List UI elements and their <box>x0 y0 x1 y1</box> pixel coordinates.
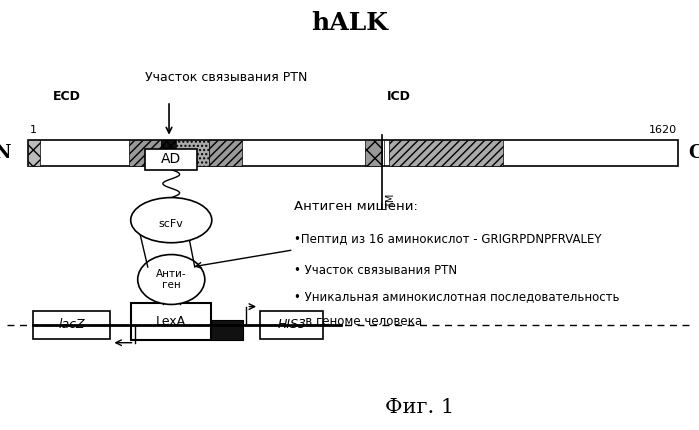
Text: ICD: ICD <box>387 90 410 103</box>
Text: HIS3: HIS3 <box>278 318 306 331</box>
Text: • Участок связывания PTN: • Участок связывания PTN <box>294 264 456 276</box>
Text: TM: TM <box>386 194 396 208</box>
Text: lacZ: lacZ <box>58 318 85 331</box>
Text: LexA: LexA <box>156 315 187 328</box>
Ellipse shape <box>131 198 212 243</box>
Text: C: C <box>689 144 699 162</box>
Text: hALK: hALK <box>311 11 388 35</box>
Bar <box>129 140 161 166</box>
Text: Фиг. 1: Фиг. 1 <box>384 398 454 417</box>
Bar <box>176 140 209 166</box>
Text: •Пептид из 16 аминокислот - GRIGRPDNPFRVALEY: •Пептид из 16 аминокислот - GRIGRPDNPFRV… <box>294 232 601 245</box>
Bar <box>209 140 243 166</box>
Text: • Уникальная аминокислотная последовательность: • Уникальная аминокислотная последовател… <box>294 290 619 303</box>
Bar <box>34 310 110 339</box>
Bar <box>145 149 197 170</box>
Bar <box>131 303 211 340</box>
Text: Анти-
ген: Анти- ген <box>156 269 187 290</box>
Bar <box>211 319 243 340</box>
Text: Антиген мишени:: Антиген мишени: <box>294 200 417 213</box>
Text: N: N <box>0 144 10 162</box>
Bar <box>28 140 678 166</box>
Bar <box>389 140 503 166</box>
Ellipse shape <box>138 255 205 304</box>
Bar <box>260 310 323 339</box>
Bar <box>365 140 382 166</box>
Bar <box>161 140 176 166</box>
Bar <box>28 140 40 166</box>
Text: в геноме человека: в геноме человека <box>294 315 421 328</box>
Text: Участок связывания PTN: Участок связывания PTN <box>145 71 308 84</box>
Text: AD: AD <box>161 152 181 166</box>
Text: 1: 1 <box>29 126 36 135</box>
Text: scFv: scFv <box>159 219 184 230</box>
Text: ECD: ECD <box>53 90 81 103</box>
Text: 1620: 1620 <box>649 126 677 135</box>
